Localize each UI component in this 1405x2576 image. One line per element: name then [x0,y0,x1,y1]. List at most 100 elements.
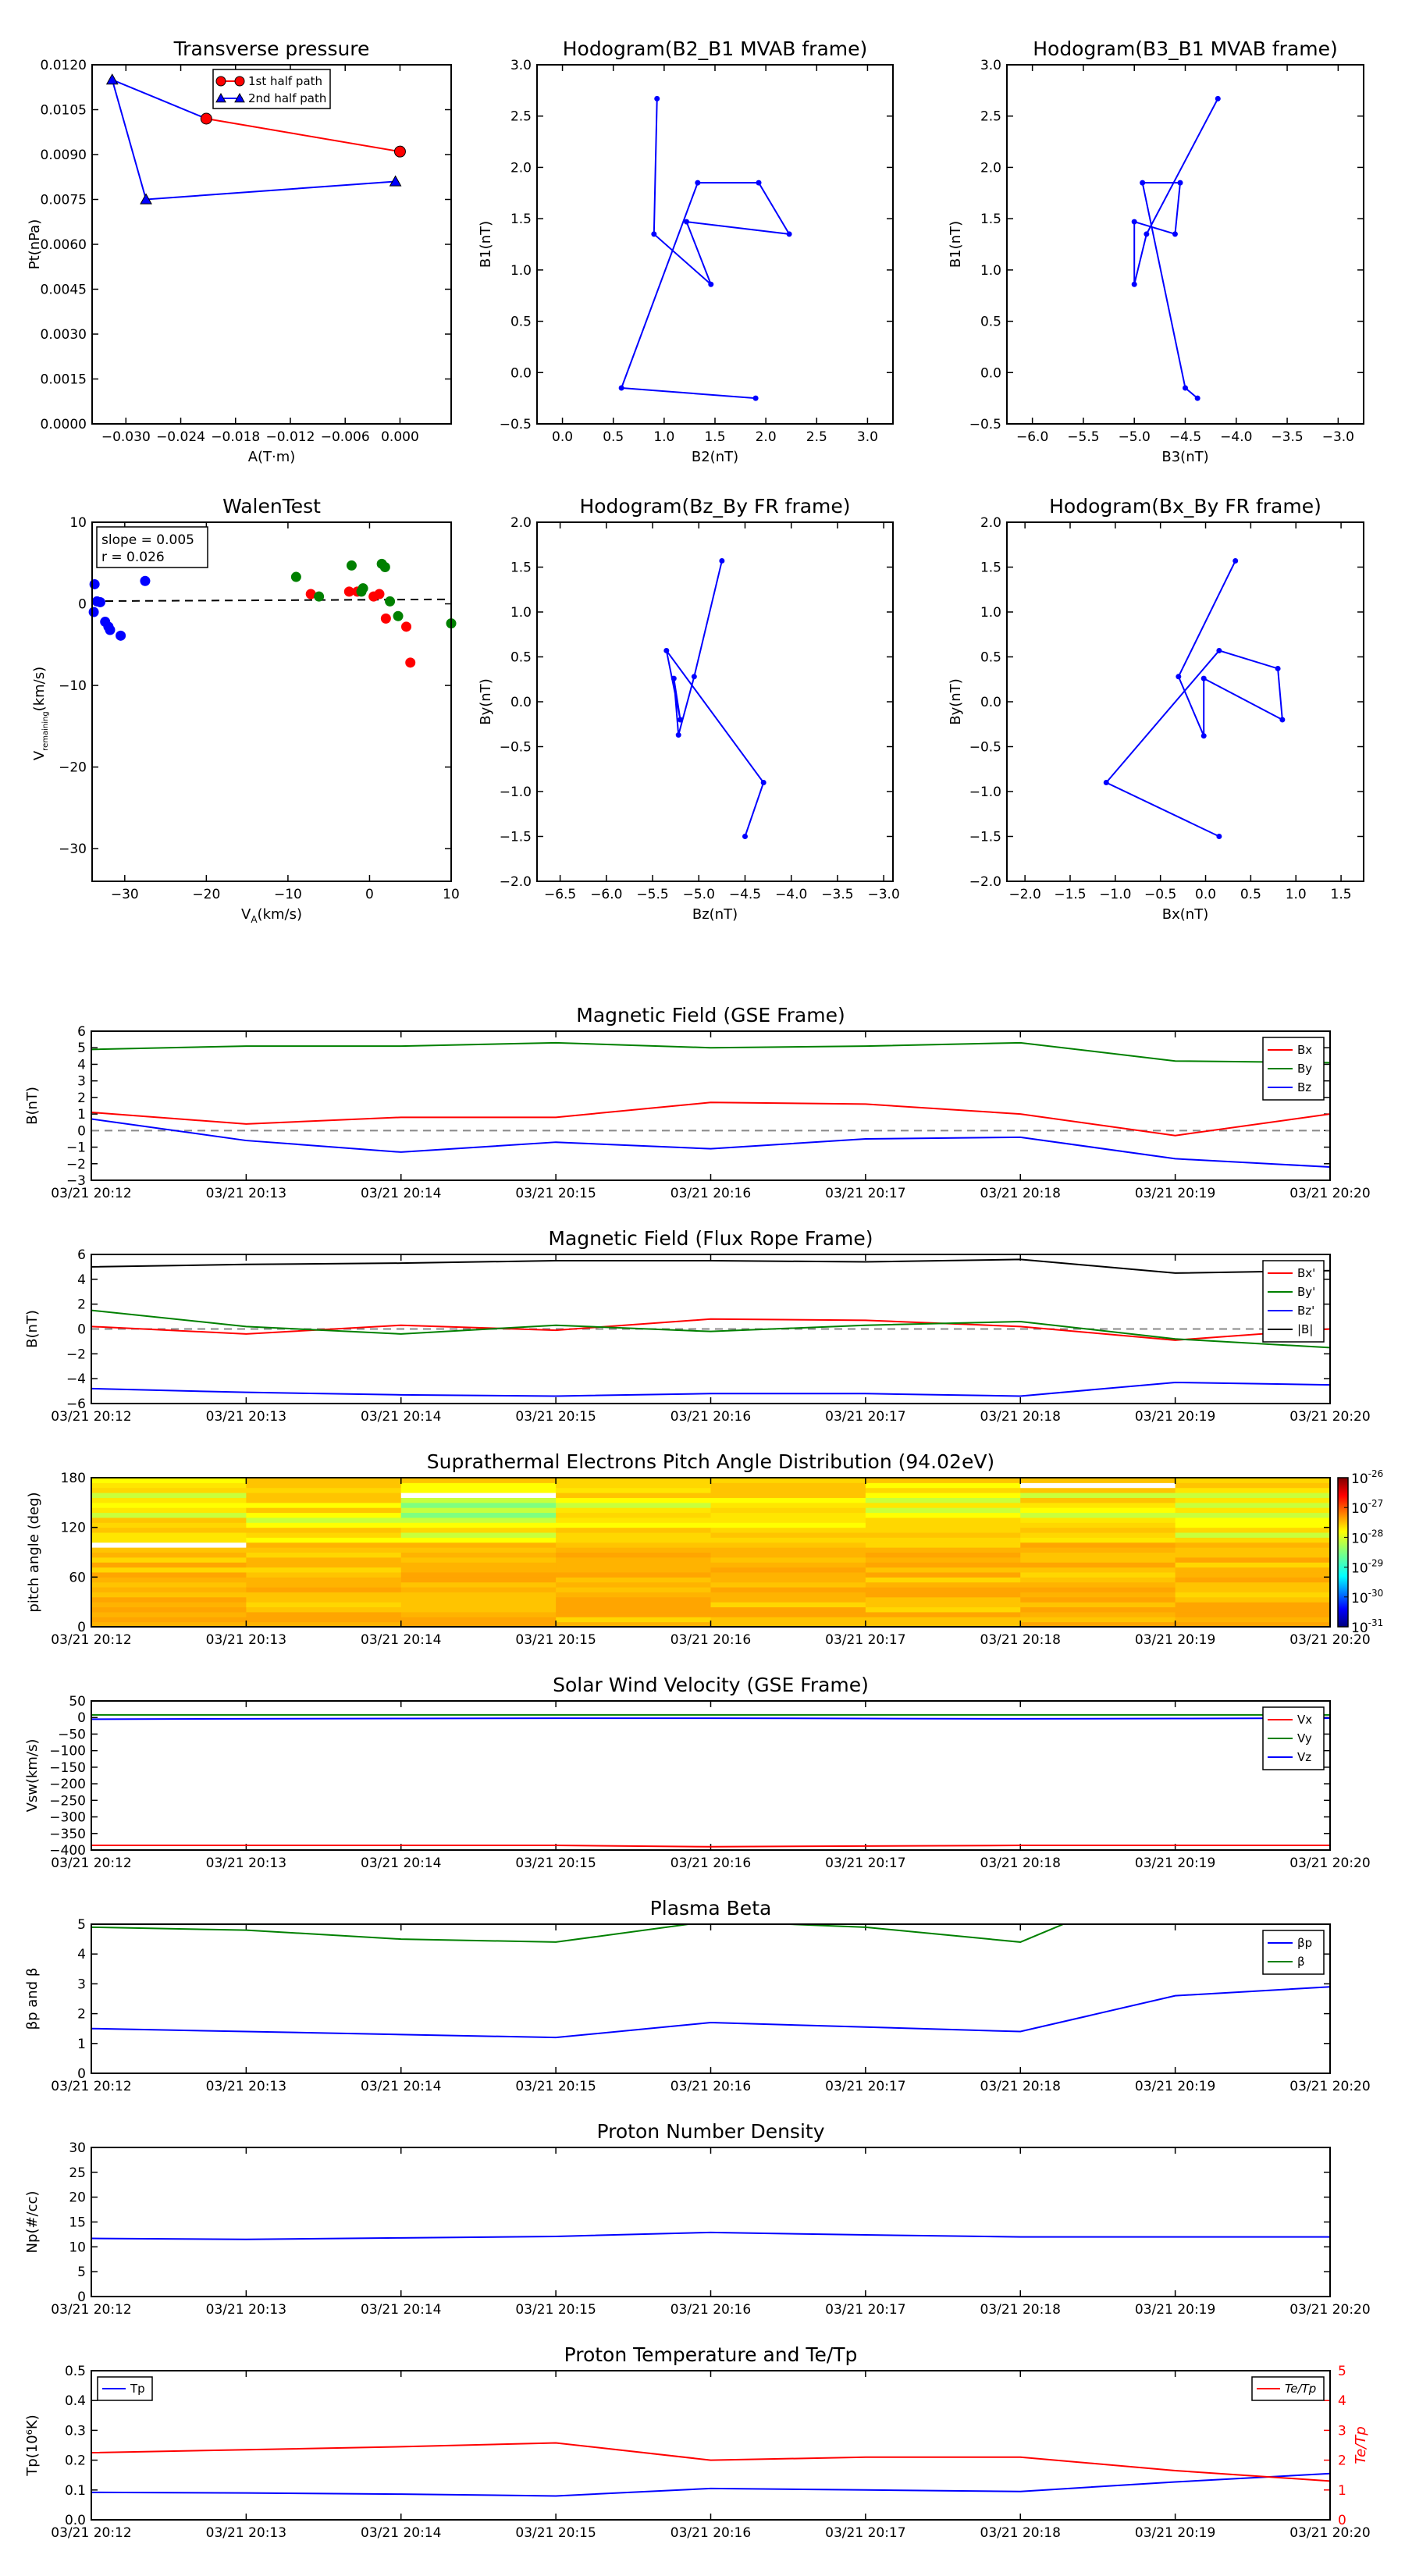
x-tick-label: 0.5 [603,429,624,445]
y-tick-label: 5 [77,1041,86,1056]
x-tick-label: 03/21 20:15 [515,1186,596,1201]
y-tick-label: 1.5 [980,560,1001,576]
hodogram-point [760,780,767,785]
heatmap-cell [556,1592,711,1598]
y-tick-label: −1.0 [500,785,532,800]
x-tick-label: 03/21 20:16 [670,2525,751,2541]
walen-point [290,571,301,582]
x-tick-label: −4.0 [775,887,807,902]
x-tick-label: 03/21 20:12 [51,2079,131,2094]
heatmap-cell [246,1512,402,1518]
y-tick-label: 2 [77,1091,86,1106]
y-tick-label: −200 [49,1777,86,1792]
hodogram-point [1140,180,1146,186]
x-tick-label: 03/21 20:12 [51,2302,131,2318]
y-tick-label: 0.1 [65,2483,86,2499]
annotation-box [96,526,208,568]
heatmap-cell [556,1542,711,1548]
y-tick-label: 0.0120 [41,58,87,73]
hodogram-point [678,717,684,723]
y-tick-label: 3.0 [510,58,532,73]
heatmap-cell [865,1522,1021,1528]
heatmap-cell [710,1571,866,1578]
heatmap-cell [246,1621,402,1628]
x-tick-label: 03/21 20:16 [670,2079,751,2094]
y-tick-label: −100 [49,1744,86,1759]
y-tick-label: −3 [66,1173,86,1189]
plot-frame [91,521,452,882]
plot-frame [1006,521,1364,882]
heatmap-cell [246,1567,402,1573]
h1-title: Hodogram(B2_B1 MVAB frame) [563,37,868,60]
x-tick-label: 03/21 20:15 [515,2525,596,2541]
heatmap-cell [400,1493,557,1498]
series-line-Bz [91,1118,1330,1169]
heatmap-cell [246,1571,402,1578]
heatmap-cell [1020,1596,1176,1603]
heatmap-cell [91,1571,247,1578]
y-tick-label: 2 [77,2007,86,2023]
heatmap-cell [91,1582,247,1588]
heatmap-cell [1020,1512,1176,1518]
heatmap-cell [91,1527,247,1533]
heatmap-cell [710,1621,866,1628]
pad-ylabel: pitch angle (deg) [26,1492,42,1612]
colorbar-exponent: -28 [1368,1528,1384,1539]
heatmap-cell [1020,1571,1176,1578]
heatmap-cell [556,1512,711,1518]
y-tick-label: 0.0090 [41,148,87,163]
y-tick-label: −50 [58,1727,86,1742]
y-tick-label: 1.0 [510,263,532,279]
x-tick-label: 03/21 20:12 [51,1186,131,1201]
x-tick-label: −5.0 [683,887,715,902]
y-tick-label: 1 [77,1107,86,1123]
x-tick-label: 03/21 20:18 [980,1186,1061,1201]
x-tick-label: 03/21 20:14 [361,1186,441,1201]
plot-frame [536,521,894,882]
annotation-r: r = 0.026 [101,550,165,565]
legend-box [1262,1930,1325,1975]
pt-ylabel: Pt(nPa) [27,219,43,269]
x-tick-label: 03/21 20:19 [1135,1186,1215,1201]
x-tick-label: 03/21 20:19 [1135,1409,1215,1425]
heatmap-cell [400,1552,557,1558]
legend-box [1262,1260,1325,1343]
x-tick-label: 03/21 20:20 [1289,1409,1370,1425]
bgse-title: Magnetic Field (GSE Frame) [576,1004,845,1026]
x-tick-label: 03/21 20:13 [206,1632,286,1648]
vsw-ylabel: Vsw(km/s) [24,1739,41,1813]
x-tick-label: −2.0 [1008,887,1040,902]
y-tick-label: 0.0060 [41,237,87,253]
pt-xlabel: A(T·m) [248,449,296,465]
heatmap-cell [1020,1502,1176,1508]
y-tick-label: 0.5 [980,650,1001,666]
y-tick-label: 0.0030 [41,327,87,343]
heatmap-cell [1175,1517,1331,1523]
y2-tick-label: 0 [1338,2513,1346,2528]
heatmap-cell [400,1537,557,1543]
heatmap-cell [1175,1611,1331,1617]
heatmap-cell [556,1562,711,1568]
y-tick-label: 1 [77,2037,86,2052]
chart-h4: Hodogram(Bx_By FR frame) −2.0 −1.5 −1.0 −0.5… [948,495,1364,923]
x-tick-label: 0.0 [552,429,573,445]
x-tick-label: 03/21 20:14 [361,2525,441,2541]
walen-point [140,575,151,586]
heatmap-cell [865,1512,1021,1518]
hodogram-point [1183,385,1188,391]
colorbar-base: 10 [1351,1621,1368,1636]
heatmap-cell [1175,1502,1331,1508]
colorbar-label: 10-27 [1351,1498,1383,1517]
series-line-Bx [91,1101,1330,1137]
heatmap-cell [865,1567,1021,1573]
triangle-marker [105,73,119,85]
x-tick-label: −3.5 [1271,429,1303,445]
heatmap-cell [400,1522,557,1528]
y-tick-label: 5 [77,1917,86,1933]
y-tick-label: 0.5 [510,650,532,666]
x-tick-label: 2.0 [756,429,777,445]
heatmap-cell [400,1557,557,1563]
heatmap-cell [91,1611,247,1617]
heatmap-cell [1020,1552,1176,1558]
x-tick-label: −30 [111,887,139,902]
